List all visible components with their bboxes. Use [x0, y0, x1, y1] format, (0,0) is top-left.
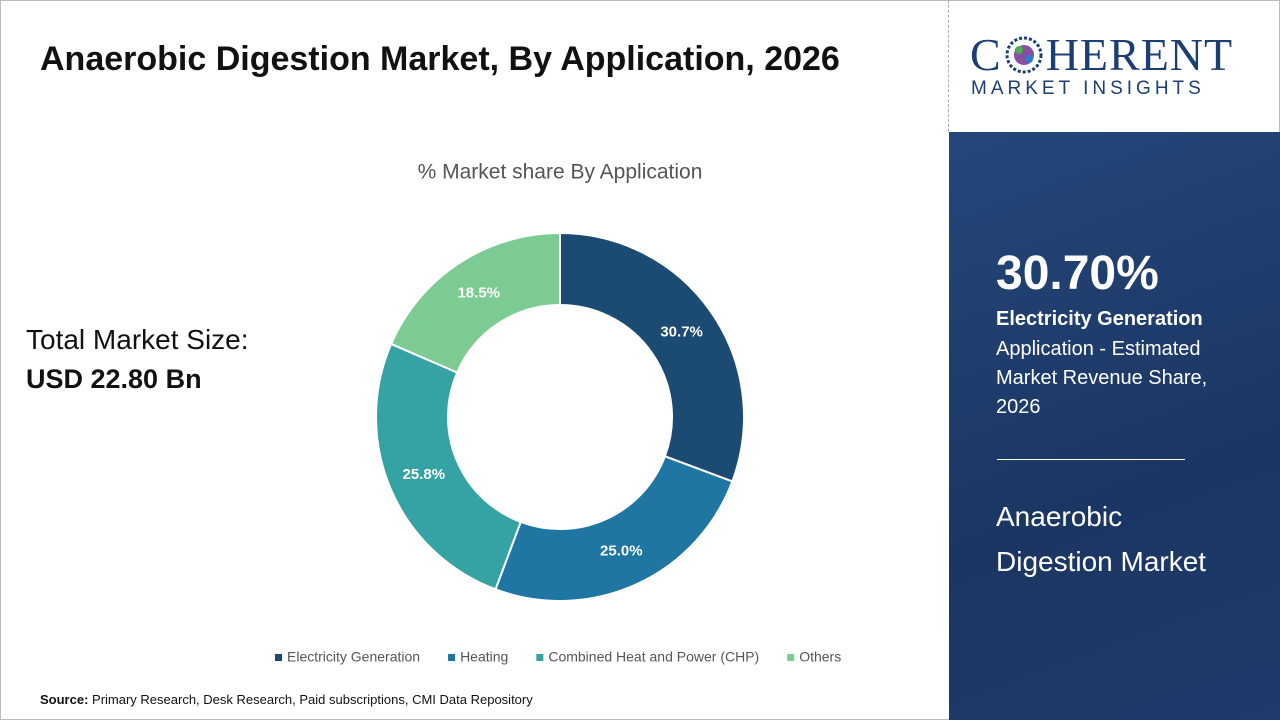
chart: % Market share By Application 30.7% 25.0%…: [275, 161, 841, 665]
legend-label: Electricity Generation: [287, 649, 420, 665]
legend-label: Combined Heat and Power (CHP): [548, 649, 759, 665]
donut-segment: [375, 342, 523, 591]
logo-left: C: [970, 29, 1002, 80]
source-text: Primary Research, Desk Research, Paid su…: [92, 692, 533, 707]
highlight-description: Application - Estimated Market Revenue S…: [996, 338, 1208, 418]
donut-segment: [389, 231, 561, 374]
panel-rule: [997, 459, 1185, 460]
legend-label: Heating: [460, 649, 508, 665]
highlight-value: 30.70%: [996, 247, 1159, 300]
legend-swatch: [536, 654, 544, 661]
logo: C HERENT: [970, 28, 1233, 81]
logo-tagline: MARKET INSIGHTS: [971, 78, 1205, 99]
highlight-segment: Electricity Generation: [996, 308, 1203, 330]
logo-icon: [1005, 36, 1043, 73]
source-label: Source:: [40, 692, 89, 707]
data-label: 18.5%: [457, 284, 500, 301]
panel-market: Anaerobic Digestion Market: [996, 501, 1207, 577]
legend-swatch: [275, 654, 282, 661]
donut-segment: [559, 231, 745, 483]
legend-swatch: [787, 654, 795, 661]
logo-right: HERENT: [1045, 29, 1234, 80]
legend-label: Others: [799, 649, 841, 665]
chart-title: % Market share By Application: [418, 161, 703, 184]
legend-swatch: [448, 654, 456, 661]
data-label: 30.7%: [660, 324, 703, 341]
market-size-value: USD 22.80 Bn: [26, 364, 202, 394]
source: Source: Primary Research, Desk Research,…: [40, 692, 533, 707]
divider: [948, 0, 949, 132]
market-size-label: Total Market Size:: [26, 324, 249, 355]
page-title: Anaerobic Digestion Market, By Applicati…: [40, 40, 840, 78]
side-panel: 30.70% Electricity Generation Applicatio…: [949, 132, 1280, 720]
data-label: 25.0%: [600, 543, 643, 560]
data-label: 25.8%: [403, 466, 446, 483]
donut-segment: [494, 454, 734, 602]
